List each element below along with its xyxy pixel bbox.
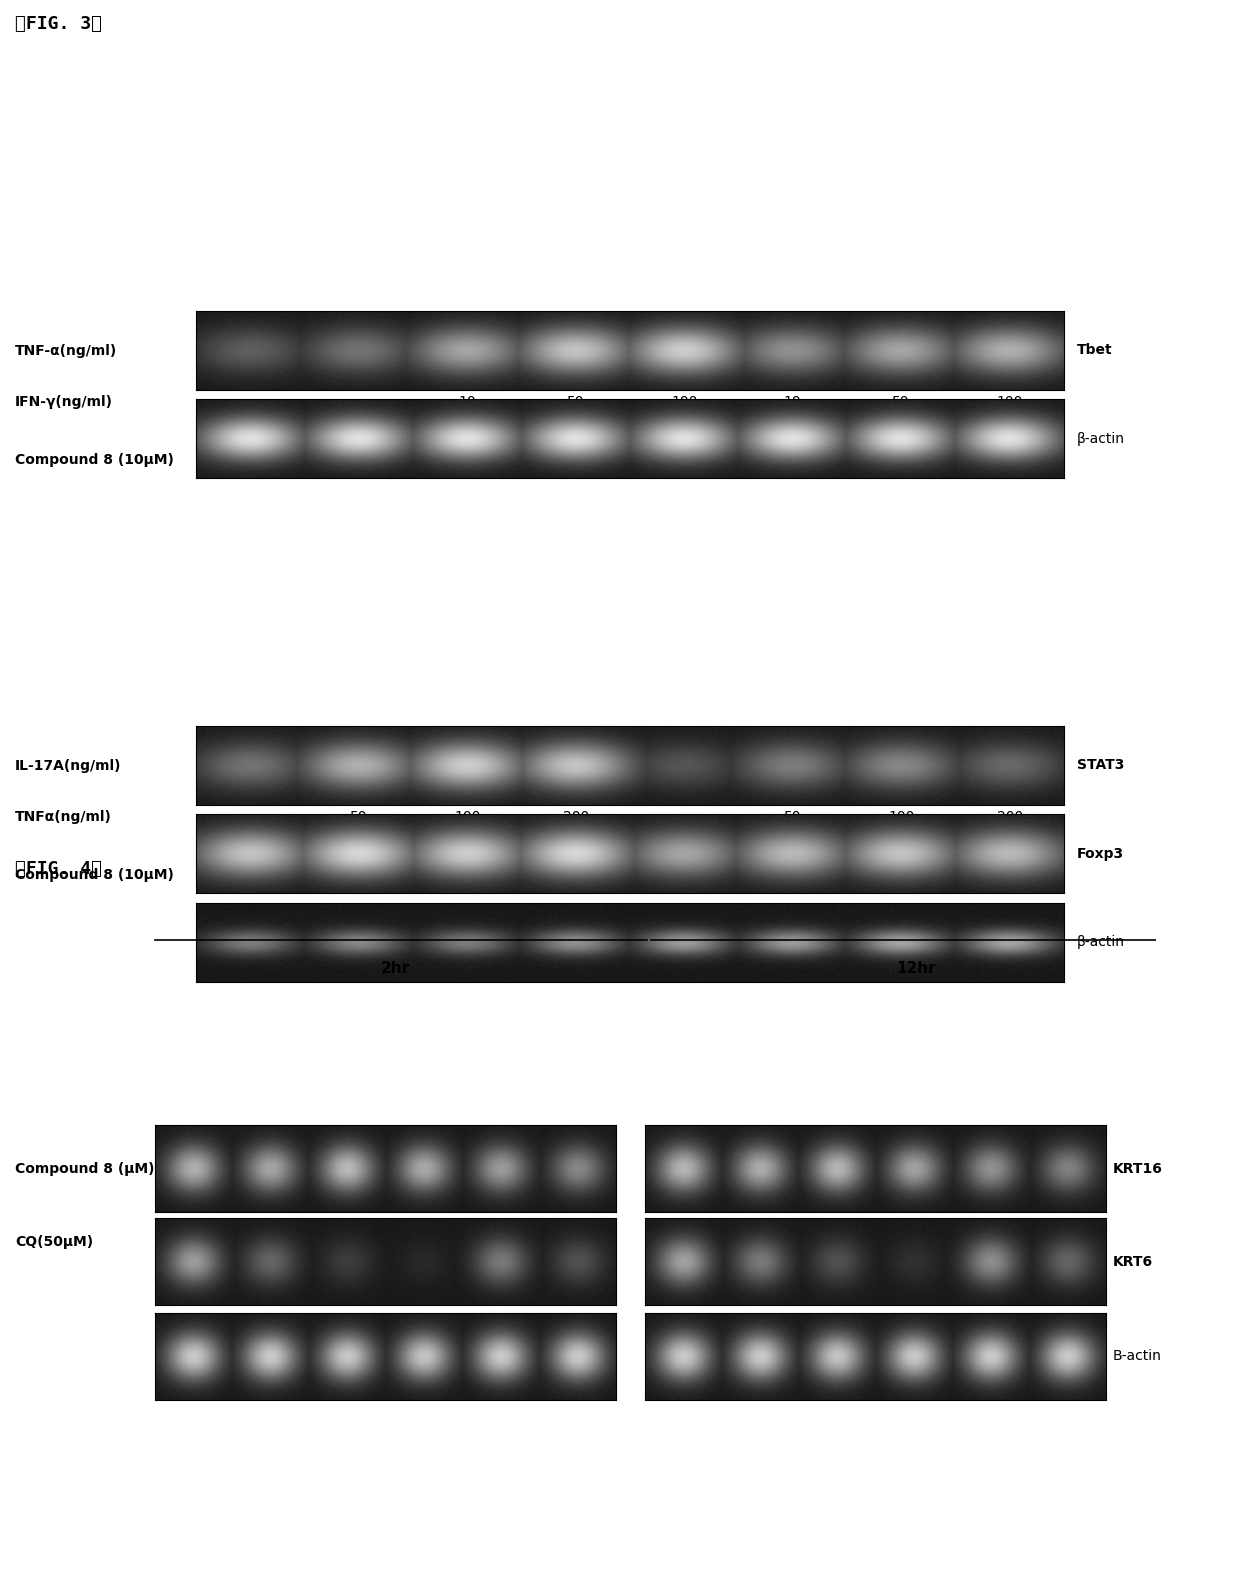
Text: 50: 50 [784,759,801,773]
Text: -: - [248,759,253,773]
Text: -: - [356,394,361,409]
Text: +: + [906,1232,921,1251]
Text: 100: 100 [888,759,914,773]
Text: +: + [894,451,909,469]
Text: 50: 50 [893,394,910,409]
Text: +: + [351,451,366,469]
Text: +: + [1002,866,1017,884]
Text: -: - [682,759,687,773]
Text: 100: 100 [997,344,1023,358]
Text: Foxp3: Foxp3 [1076,847,1125,860]
Text: 10: 10 [784,344,801,358]
Text: Compound 8 (10μM): Compound 8 (10μM) [15,868,174,882]
Text: TNF-α(ng/ml): TNF-α(ng/ml) [15,344,118,358]
Text: -: - [465,453,470,467]
Text: 5: 5 [987,1163,994,1176]
Text: TNFα(ng/ml): TNFα(ng/ml) [15,810,112,824]
Text: Compound 8 (μM): Compound 8 (μM) [15,1163,155,1176]
Text: 50: 50 [784,810,801,824]
Text: 100: 100 [454,810,480,824]
Text: -: - [248,394,253,409]
Text: +: + [417,1232,432,1251]
Text: -: - [681,1163,686,1176]
Text: +: + [677,866,692,884]
Text: IFN-γ(ng/ml): IFN-γ(ng/ml) [15,394,113,409]
Text: 5: 5 [497,1163,505,1176]
Text: 50: 50 [567,394,584,409]
Text: -: - [682,810,687,824]
Text: 100: 100 [888,810,914,824]
Text: -: - [268,1163,273,1176]
Text: 100: 100 [997,394,1023,409]
Text: 200: 200 [563,810,589,824]
Text: 2hr: 2hr [381,961,409,977]
Text: B-actin: B-actin [1114,1349,1162,1363]
Text: 10: 10 [415,1163,433,1176]
Text: 12hr: 12hr [897,961,936,977]
Text: 50: 50 [893,344,910,358]
Text: -: - [758,1163,763,1176]
Text: STAT3: STAT3 [1076,759,1125,772]
Text: -: - [248,810,253,824]
Text: -: - [248,868,253,882]
Text: 50: 50 [567,344,584,358]
Text: 50: 50 [350,810,367,824]
Text: Compound 8 (10μM): Compound 8 (10μM) [15,453,174,467]
Text: +: + [785,866,800,884]
Text: +: + [263,1232,278,1251]
Text: +: + [785,451,800,469]
Text: IL-17A(ng/ml): IL-17A(ng/ml) [15,759,122,773]
Text: 5: 5 [833,1163,841,1176]
Text: β-actin: β-actin [1076,432,1125,445]
Text: -: - [356,344,361,358]
Text: KRT6: KRT6 [1114,1255,1153,1269]
Text: KRT16: KRT16 [1114,1161,1163,1176]
Text: -: - [573,453,578,467]
Text: 【FIG. 4】: 【FIG. 4】 [15,860,102,879]
Text: +: + [340,1232,355,1251]
Text: -: - [191,1163,196,1176]
Text: -: - [248,344,253,358]
Text: 100: 100 [454,759,480,773]
Text: -: - [498,1236,503,1248]
Text: 100: 100 [671,344,697,358]
Text: -: - [1065,1236,1070,1248]
Text: 10: 10 [459,394,476,409]
Text: -: - [988,1236,993,1248]
Text: 【FIG. 3】: 【FIG. 3】 [15,14,102,33]
Text: 10: 10 [1059,1163,1076,1176]
Text: +: + [894,866,909,884]
Text: -: - [191,1236,196,1248]
Text: 10: 10 [905,1163,923,1176]
Text: 10: 10 [459,344,476,358]
Text: -: - [573,868,578,882]
Text: -: - [682,453,687,467]
Text: 50: 50 [350,759,367,773]
Text: Tbet: Tbet [1076,344,1112,357]
Text: 100: 100 [671,394,697,409]
Text: +: + [1002,451,1017,469]
Text: CQ(50μM): CQ(50μM) [15,1236,93,1248]
Text: β-actin: β-actin [1076,936,1125,948]
Text: -: - [356,868,361,882]
Text: -: - [465,868,470,882]
Text: 10: 10 [569,1163,587,1176]
Text: 200: 200 [997,759,1023,773]
Text: -: - [681,1236,686,1248]
Text: 200: 200 [997,810,1023,824]
Text: +: + [830,1232,844,1251]
Text: 10: 10 [784,394,801,409]
Text: -: - [575,1236,580,1248]
Text: 200: 200 [563,759,589,773]
Text: +: + [753,1232,768,1251]
Text: -: - [248,453,253,467]
Text: 5: 5 [343,1163,351,1176]
